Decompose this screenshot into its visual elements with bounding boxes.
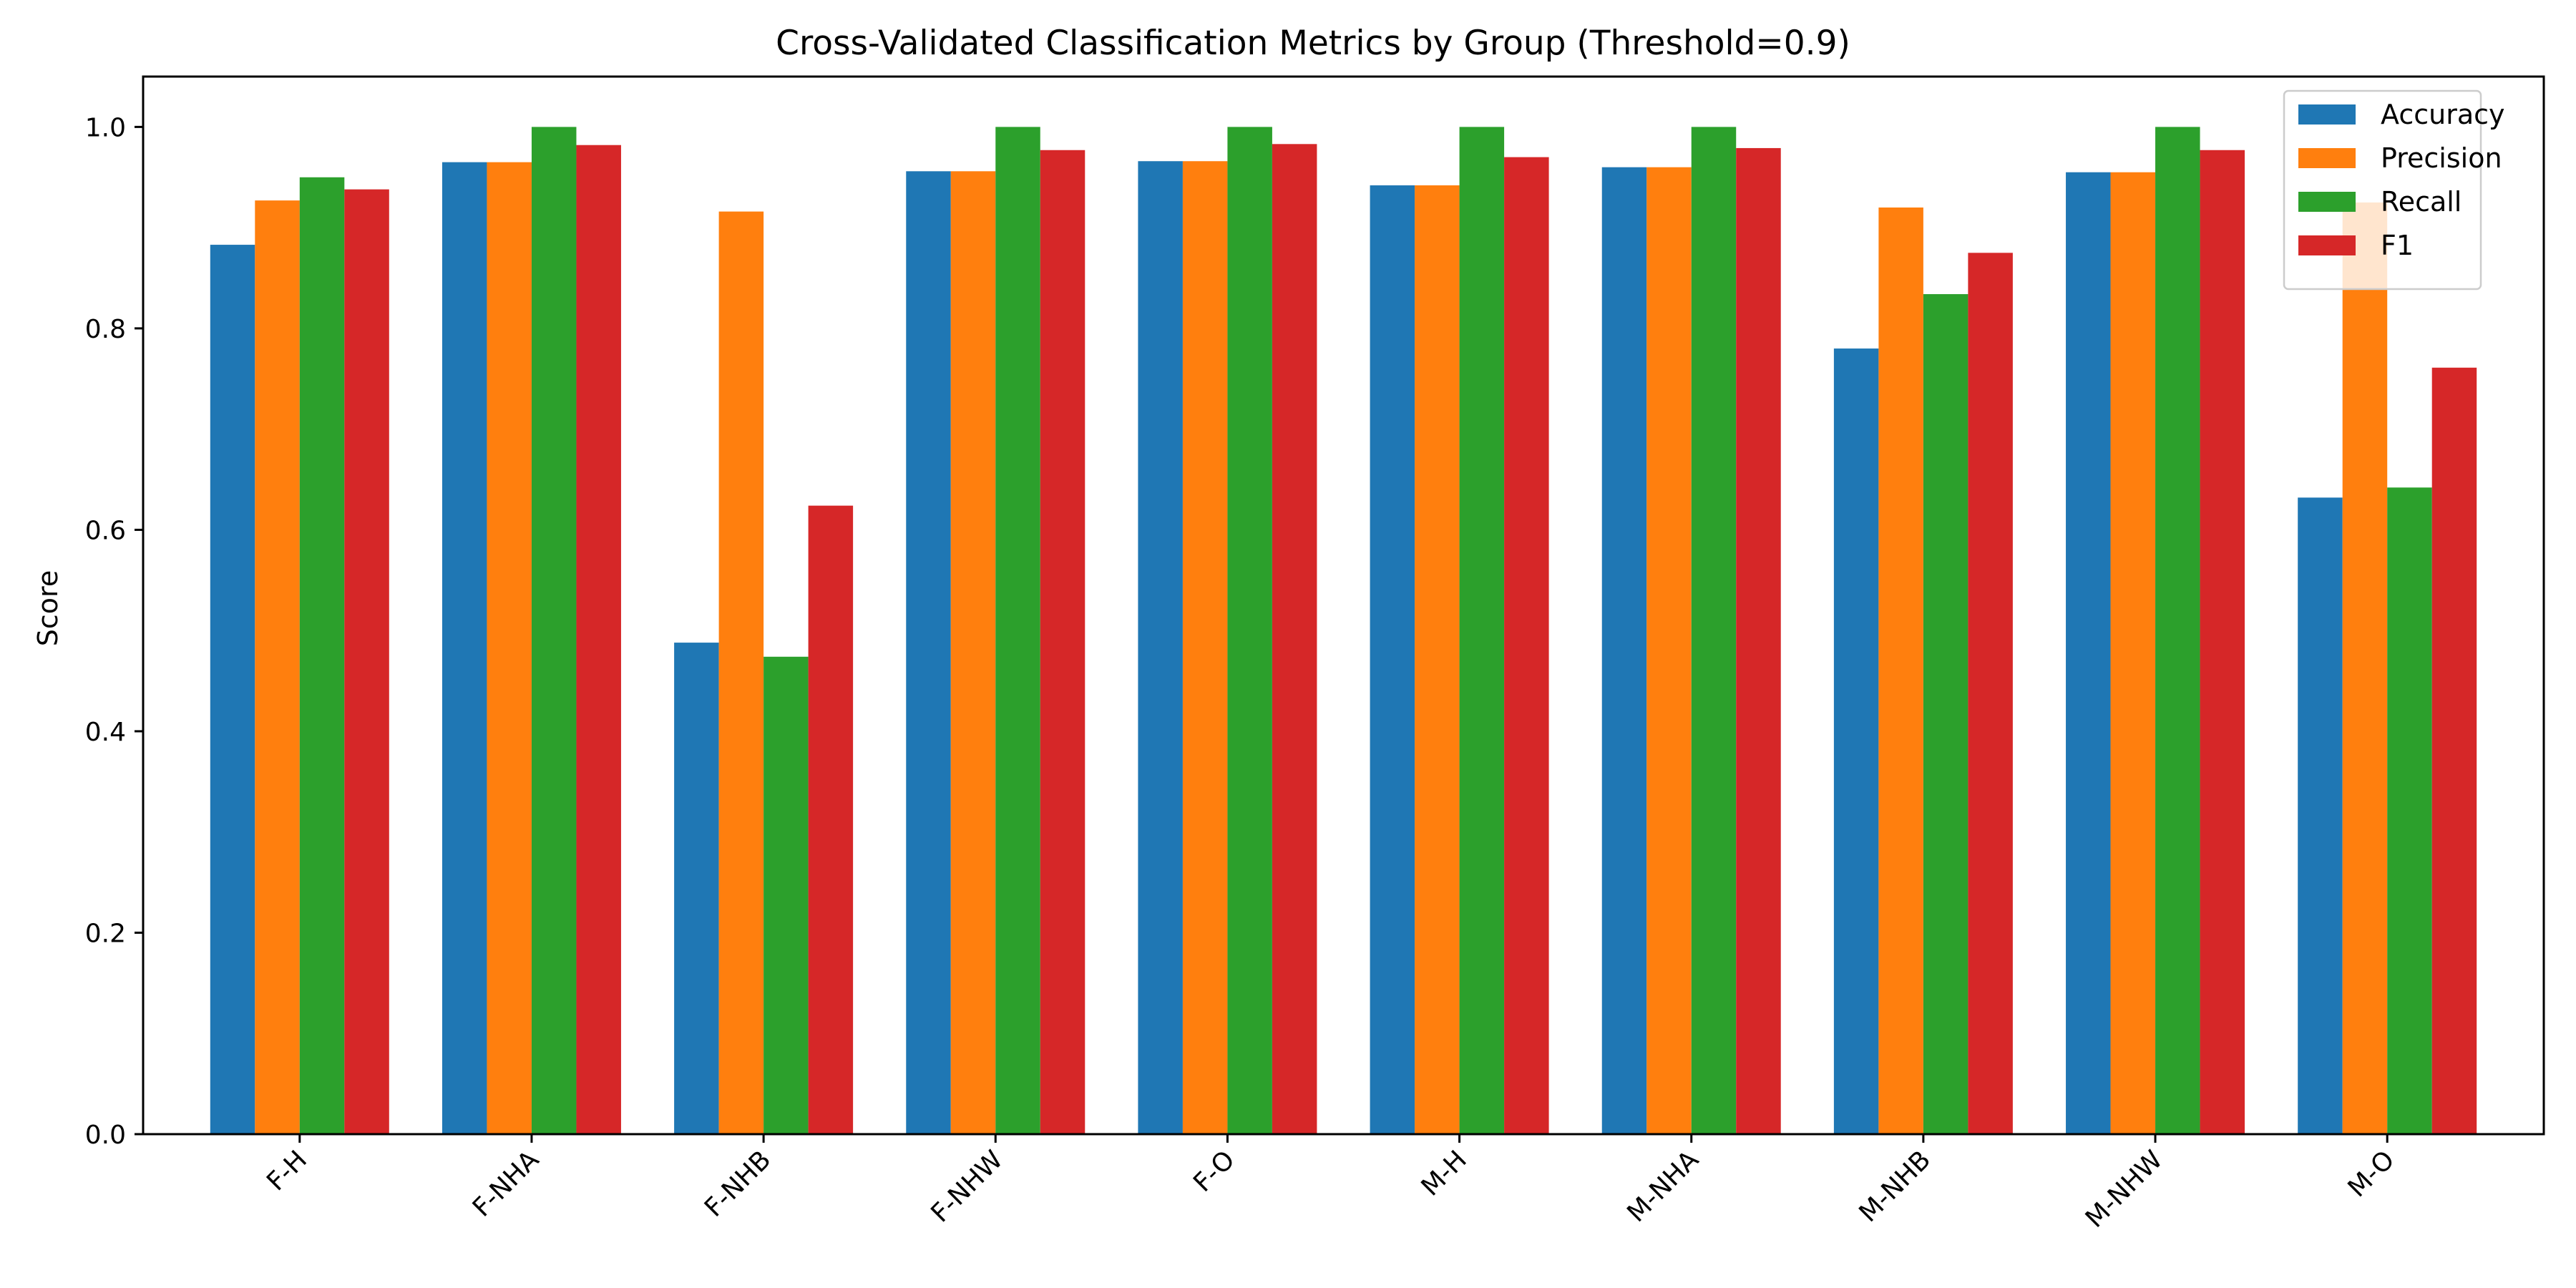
y-tick-label: 0.6 — [85, 516, 126, 545]
bar-precision-m-nhw — [2110, 172, 2156, 1135]
bar-accuracy-m-nha — [1601, 167, 1647, 1135]
bar-precision-m-nha — [1646, 167, 1692, 1135]
bar-accuracy-f-o — [1138, 161, 1183, 1135]
y-tick-label: 1.0 — [85, 113, 126, 142]
chart-title: Cross-Validated Classification Metrics b… — [776, 24, 1850, 63]
bar-recall-f-nha — [531, 127, 577, 1134]
bar-precision-f-nhw — [950, 171, 996, 1134]
bar-accuracy-f-nha — [441, 162, 487, 1134]
bar-recall-m-nha — [1691, 127, 1737, 1134]
legend-label: F1 — [2381, 230, 2414, 261]
bar-precision-m-nhb — [1878, 207, 1923, 1134]
y-tick-label: 0.8 — [85, 315, 126, 344]
legend-swatch-accuracy — [2298, 104, 2356, 125]
bar-accuracy-m-h — [1370, 185, 1415, 1134]
bar-precision-f-o — [1182, 161, 1228, 1135]
bar-precision-m-o — [2342, 202, 2388, 1135]
plot-frame — [142, 75, 2545, 1136]
bar-recall-m-o — [2387, 487, 2432, 1134]
bar-precision-f-nha — [487, 162, 532, 1134]
legend-swatch-recall — [2298, 192, 2356, 212]
legend: Accuracy Precision Recall F1 — [2283, 89, 2505, 291]
y-tick-label: 0.4 — [85, 718, 126, 747]
bar-f1-f-o — [1272, 144, 1317, 1134]
bar-recall-m-nhw — [2155, 127, 2200, 1134]
bar-f1-f-h — [344, 189, 389, 1134]
bar-accuracy-f-nhw — [906, 171, 951, 1134]
bar-f1-f-nhb — [808, 505, 854, 1134]
legend-swatch-f1 — [2298, 235, 2356, 255]
legend-label: Precision — [2381, 142, 2502, 174]
legend-label: Recall — [2381, 186, 2462, 218]
legend-label: Accuracy — [2381, 99, 2505, 130]
bar-accuracy-m-o — [2298, 497, 2343, 1134]
y-tick-label: 0.0 — [85, 1121, 126, 1150]
bar-recall-f-h — [299, 177, 345, 1134]
bar-f1-f-nha — [576, 145, 621, 1135]
bar-accuracy-m-nhb — [1833, 348, 1879, 1134]
bar-recall-m-nhb — [1923, 294, 1968, 1134]
bar-precision-f-h — [255, 200, 300, 1134]
y-axis: 0.0 0.2 0.4 0.6 0.8 1.0 — [85, 113, 143, 1150]
bar-precision-f-nhb — [718, 211, 764, 1134]
bar-accuracy-f-h — [210, 245, 255, 1134]
bar-recall-f-o — [1227, 127, 1272, 1134]
bar-recall-f-nhw — [995, 127, 1040, 1134]
bar-recall-m-h — [1459, 127, 1505, 1134]
bar-f1-f-nhw — [1040, 150, 1085, 1134]
bar-accuracy-m-nhw — [2066, 172, 2111, 1135]
y-tick-label: 0.2 — [85, 919, 126, 948]
bar-f1-m-o — [2431, 367, 2477, 1134]
bar-f1-m-nhb — [1968, 253, 2013, 1135]
bar-recall-f-nhb — [763, 656, 809, 1134]
bar-f1-m-nhw — [2200, 150, 2245, 1134]
bar-f1-m-nha — [1736, 147, 1781, 1135]
legend-swatch-precision — [2298, 148, 2356, 168]
bar-accuracy-f-nhb — [674, 643, 719, 1134]
y-axis-label: Score — [32, 570, 64, 646]
bar-series-group — [210, 127, 2477, 1135]
bar-precision-m-h — [1415, 185, 1460, 1134]
bar-f1-m-h — [1504, 157, 1549, 1135]
